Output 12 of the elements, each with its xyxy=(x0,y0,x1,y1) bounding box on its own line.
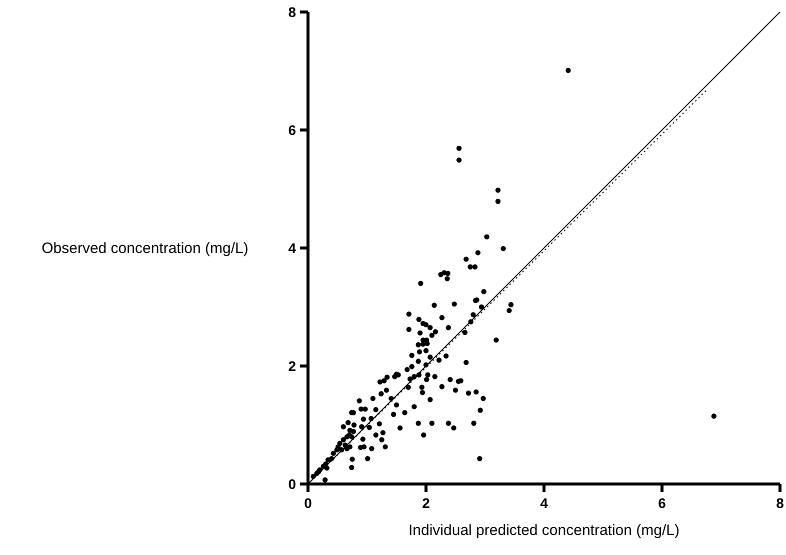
x-tick-label: 6 xyxy=(658,495,666,511)
y-axis-title: Observed concentration (mg/L) xyxy=(42,240,248,257)
y-tick-label: 0 xyxy=(288,476,296,492)
y-tick-label: 2 xyxy=(288,358,296,374)
y-tick-label: 8 xyxy=(288,4,296,20)
x-axis-title: Individual predicted concentration (mg/L) xyxy=(408,522,680,539)
x-tick-label: 4 xyxy=(540,495,548,511)
y-tick-label: 6 xyxy=(288,122,296,138)
x-tick-label: 8 xyxy=(776,495,784,511)
x-tick-label: 2 xyxy=(422,495,430,511)
x-tick-label: 0 xyxy=(304,495,312,511)
y-tick-label: 4 xyxy=(288,240,296,256)
